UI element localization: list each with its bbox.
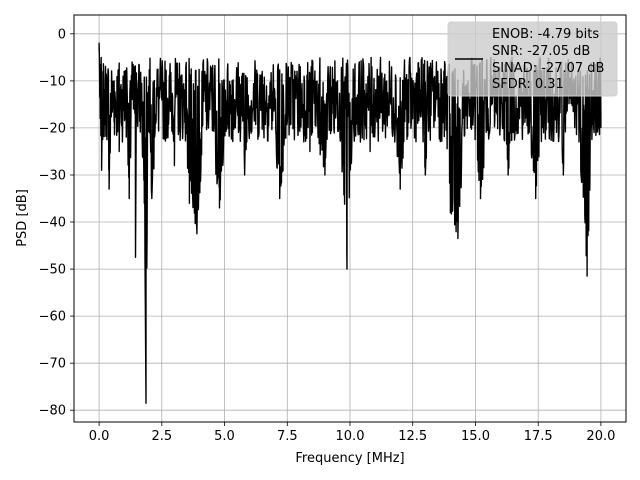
- legend-entry-enob: ENOB: -4.79 bits: [492, 27, 599, 42]
- y-axis: 0 −10 −20 −30 −40 −50 −60 −70 −80: [39, 27, 74, 419]
- x-tick-label: 17.5: [524, 429, 553, 444]
- y-tick-label: 0: [58, 27, 66, 42]
- y-tick-label: −10: [39, 74, 66, 89]
- psd-line: [98, 42, 602, 404]
- legend-entry-sinad: SINAD: -27.07 dB: [492, 61, 604, 76]
- y-tick-label: −50: [39, 263, 66, 278]
- psd-trace: [98, 42, 602, 404]
- y-tick-label: −20: [39, 121, 66, 136]
- x-axis-label: Frequency [MHz]: [295, 451, 404, 466]
- x-tick-label: 5.0: [214, 429, 235, 444]
- y-tick-label: −70: [39, 357, 66, 372]
- legend-entry-snr: SNR: -27.05 dB: [492, 44, 590, 59]
- x-axis: 0.0 2.5 5.0 7.5 10.0 12.5 15.0 17.5 20.0: [89, 422, 615, 444]
- y-tick-label: −60: [39, 310, 66, 325]
- legend: ENOB: -4.79 bits SNR: -27.05 dB SINAD: -…: [447, 21, 618, 97]
- x-tick-label: 7.5: [277, 429, 298, 444]
- y-axis-label: PSD [dB]: [15, 189, 30, 247]
- legend-entry-sfdr: SFDR: 0.31: [492, 77, 564, 92]
- x-tick-label: 10.0: [336, 429, 365, 444]
- y-tick-label: −40: [39, 216, 66, 231]
- y-tick-label: −30: [39, 169, 66, 184]
- legend-box: [447, 21, 618, 97]
- x-tick-label: 20.0: [586, 429, 615, 444]
- x-tick-label: 0.0: [89, 429, 110, 444]
- x-tick-label: 2.5: [151, 429, 172, 444]
- x-tick-label: 15.0: [461, 429, 490, 444]
- x-tick-label: 12.5: [398, 429, 427, 444]
- y-tick-label: −80: [39, 404, 66, 419]
